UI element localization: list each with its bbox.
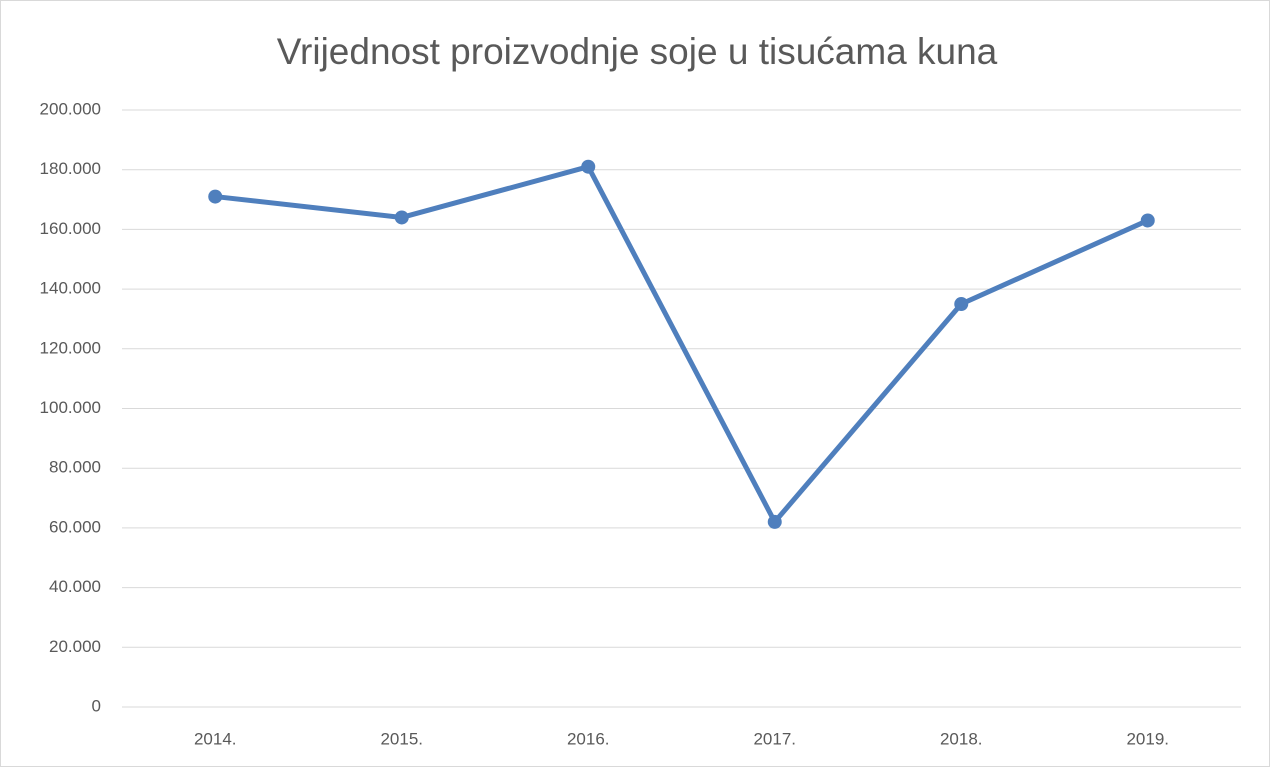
y-tick-label: 80.000 xyxy=(49,458,101,477)
data-point xyxy=(767,514,782,529)
data-point xyxy=(954,297,969,312)
data-point xyxy=(1140,213,1155,228)
x-tick-label: 2019. xyxy=(1126,729,1169,748)
x-tick-label: 2016. xyxy=(567,729,610,748)
y-tick-label: 180.000 xyxy=(40,159,101,178)
y-tick-label: 120.000 xyxy=(40,338,101,357)
data-line xyxy=(214,164,1149,525)
y-tick-label: 0 xyxy=(92,696,101,715)
x-tick-label: 2015. xyxy=(380,729,423,748)
y-tick-label: 60.000 xyxy=(49,517,101,536)
y-tick-label: 40.000 xyxy=(49,577,101,596)
chart-title: Vrijednost proizvodnje soje u tisućama k… xyxy=(277,31,998,72)
y-tick-label: 160.000 xyxy=(40,219,101,238)
y-tick-label: 100.000 xyxy=(40,398,101,417)
y-tick-label: 140.000 xyxy=(40,279,101,298)
data-point xyxy=(394,210,409,225)
y-tick-label: 200.000 xyxy=(40,99,101,118)
data-point xyxy=(208,189,223,204)
x-tick-label: 2014. xyxy=(194,729,237,748)
y-tick-label: 20.000 xyxy=(49,637,101,656)
x-tick-label: 2018. xyxy=(940,729,983,748)
data-point xyxy=(581,159,596,174)
x-tick-label: 2017. xyxy=(753,729,796,748)
